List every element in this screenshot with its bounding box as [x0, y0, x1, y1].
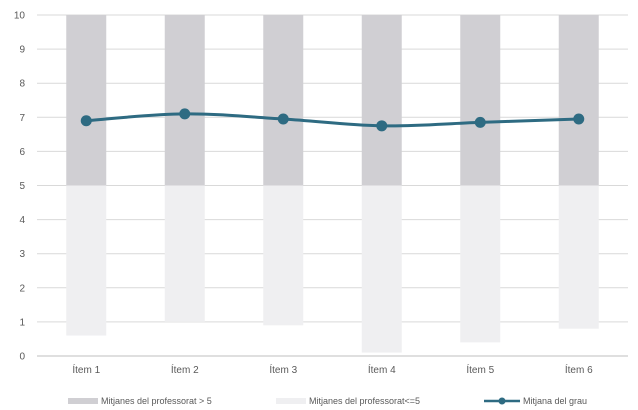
line-point: [179, 108, 191, 120]
y-tick-label: 6: [19, 147, 25, 158]
legend-swatch: [68, 398, 98, 404]
bar-lower: [460, 185, 501, 343]
bar-lower: [263, 185, 304, 326]
series-line: [86, 112, 579, 128]
line-point: [474, 116, 486, 128]
y-tick-label: 7: [19, 113, 25, 124]
line-point: [277, 113, 289, 125]
line-point: [573, 113, 585, 125]
legend-label: Mitjana del grau: [523, 396, 587, 406]
bar-lower: [558, 185, 599, 329]
bar-upper: [361, 15, 402, 186]
bar-upper: [558, 15, 599, 186]
bar-upper: [164, 15, 205, 186]
legend-label: Mitjanes del professorat<=5: [309, 396, 420, 406]
line-point: [376, 120, 388, 132]
bar-upper: [66, 15, 107, 186]
y-tick-label: 9: [19, 45, 25, 56]
y-tick-label: 5: [19, 181, 25, 192]
y-tick-label: 1: [19, 317, 25, 328]
bar-upper: [263, 15, 304, 186]
y-tick-label: 0: [19, 352, 25, 363]
x-tick-label: Ítem 6: [565, 363, 593, 376]
x-tick-label: Ítem 1: [72, 363, 100, 376]
x-tick-label: Ítem 3: [269, 363, 297, 376]
x-tick-label: Ítem 4: [368, 363, 396, 376]
x-tick-label: Ítem 5: [466, 363, 494, 376]
bar-lower: [164, 185, 205, 322]
y-tick-label: 4: [19, 215, 25, 226]
bar-upper: [460, 15, 501, 186]
x-tick-label: Ítem 2: [171, 363, 199, 376]
line-point: [80, 115, 92, 127]
y-tick-label: 2: [19, 283, 25, 294]
bar-lower: [361, 185, 402, 353]
y-tick-label: 10: [14, 11, 26, 22]
legend-marker: [498, 397, 506, 405]
y-tick-label: 3: [19, 249, 25, 260]
y-tick-label: 8: [19, 79, 25, 90]
bar-lower: [66, 185, 107, 336]
legend-label: Mitjanes del professorat > 5: [101, 396, 212, 406]
legend-swatch: [276, 398, 306, 404]
